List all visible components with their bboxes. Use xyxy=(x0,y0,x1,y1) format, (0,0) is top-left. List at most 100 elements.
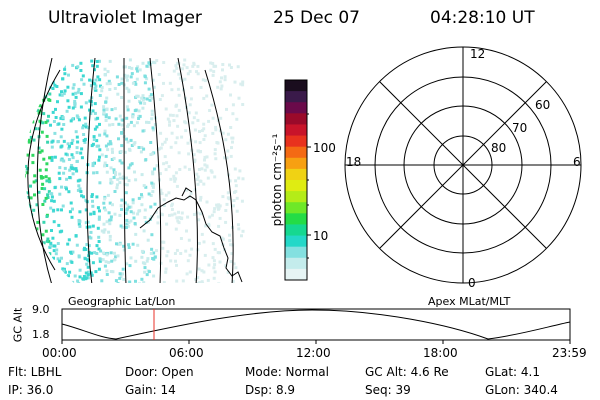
emission-dot xyxy=(232,204,235,208)
emission-dot xyxy=(71,207,74,211)
emission-dot xyxy=(68,176,72,179)
emission-dot xyxy=(99,249,103,253)
emission-dot xyxy=(228,233,231,237)
emission-dot xyxy=(109,215,113,219)
emission-dot xyxy=(228,179,232,183)
emission-dot xyxy=(84,122,88,126)
emission-dot xyxy=(79,69,83,72)
emission-dot xyxy=(170,131,174,135)
emission-dot xyxy=(95,60,99,63)
emission-dot xyxy=(150,233,154,237)
emission-dot xyxy=(147,192,151,196)
emission-dot xyxy=(107,116,111,120)
emission-dot xyxy=(116,177,120,181)
emission-dot xyxy=(81,277,85,281)
emission-dot xyxy=(142,281,146,283)
emission-dot xyxy=(71,172,75,176)
emission-dot xyxy=(71,280,75,283)
emission-dot xyxy=(226,270,230,274)
emission-dot xyxy=(80,78,84,82)
emission-dot xyxy=(232,199,236,202)
emission-dot xyxy=(196,175,200,179)
emission-dot xyxy=(46,277,50,281)
emission-dot xyxy=(185,272,189,276)
emission-dot xyxy=(150,247,154,251)
emission-dot xyxy=(127,243,131,247)
emission-dot xyxy=(108,82,112,86)
emission-dot xyxy=(159,188,163,192)
emission-dot xyxy=(90,273,94,277)
emission-dot xyxy=(149,93,153,97)
emission-dot xyxy=(159,172,162,176)
emission-dot xyxy=(127,90,131,94)
emission-dot xyxy=(117,122,121,126)
emission-dot xyxy=(180,216,184,220)
emission-dot xyxy=(127,147,131,151)
emission-dot xyxy=(61,77,65,81)
emission-dot xyxy=(191,64,195,68)
emission-dot xyxy=(134,108,138,112)
emission-dot xyxy=(98,181,102,185)
emission-dot xyxy=(170,88,174,92)
emission-dot xyxy=(126,140,130,144)
emission-dot xyxy=(136,243,140,247)
emission-dot xyxy=(128,264,132,268)
emission-dot xyxy=(29,252,33,255)
emission-dot xyxy=(167,191,171,195)
emission-dot xyxy=(41,203,45,206)
status-ip: IP: 36.0 xyxy=(8,383,54,397)
emission-dot xyxy=(54,116,58,119)
emission-dot xyxy=(25,106,28,110)
emission-dot xyxy=(159,212,163,216)
emission-dot xyxy=(136,65,140,69)
emission-dot xyxy=(171,113,175,117)
earth-limb xyxy=(27,69,61,271)
emission-dot xyxy=(211,242,215,246)
emission-dot xyxy=(96,75,100,79)
emission-dot xyxy=(35,87,39,91)
emission-dot xyxy=(34,254,38,258)
emission-dot xyxy=(213,263,217,267)
emission-dot xyxy=(225,202,229,206)
emission-dot xyxy=(40,149,44,153)
emission-dot xyxy=(159,191,163,195)
emission-dot xyxy=(74,234,78,238)
emission-dot xyxy=(31,252,35,256)
emission-dot xyxy=(26,195,30,199)
emission-dot xyxy=(73,102,77,106)
emission-dot xyxy=(125,116,129,120)
emission-dot xyxy=(143,270,147,274)
emission-dot xyxy=(191,121,195,125)
emission-dot xyxy=(86,265,90,269)
emission-dot xyxy=(223,78,227,82)
emission-dot xyxy=(200,167,204,171)
status-door: Door: Open xyxy=(125,365,194,379)
emission-dot xyxy=(229,66,233,69)
emission-dot xyxy=(169,177,173,181)
emission-dot xyxy=(199,198,202,202)
emission-dot xyxy=(113,87,117,90)
emission-dot xyxy=(133,141,137,145)
emission-dot xyxy=(82,82,86,86)
emission-dot xyxy=(25,174,26,177)
emission-dot xyxy=(161,246,165,250)
emission-dot xyxy=(129,219,133,223)
emission-dot xyxy=(38,119,42,123)
emission-dot xyxy=(165,137,168,141)
emission-dot xyxy=(29,222,33,226)
emission-dot xyxy=(184,121,188,125)
emission-dot xyxy=(132,142,136,146)
emission-dot xyxy=(29,196,33,200)
emission-dot xyxy=(151,60,155,64)
emission-dot xyxy=(113,107,117,111)
emission-dot xyxy=(145,97,149,101)
colorbar-segment xyxy=(285,213,307,225)
emission-dot xyxy=(236,223,240,227)
emission-dot xyxy=(104,113,108,117)
emission-dot xyxy=(210,213,214,217)
emission-dot xyxy=(119,224,123,228)
emission-dot xyxy=(61,267,65,271)
emission-dot xyxy=(75,169,79,173)
emission-dot xyxy=(202,270,206,274)
emission-dot xyxy=(231,279,235,283)
